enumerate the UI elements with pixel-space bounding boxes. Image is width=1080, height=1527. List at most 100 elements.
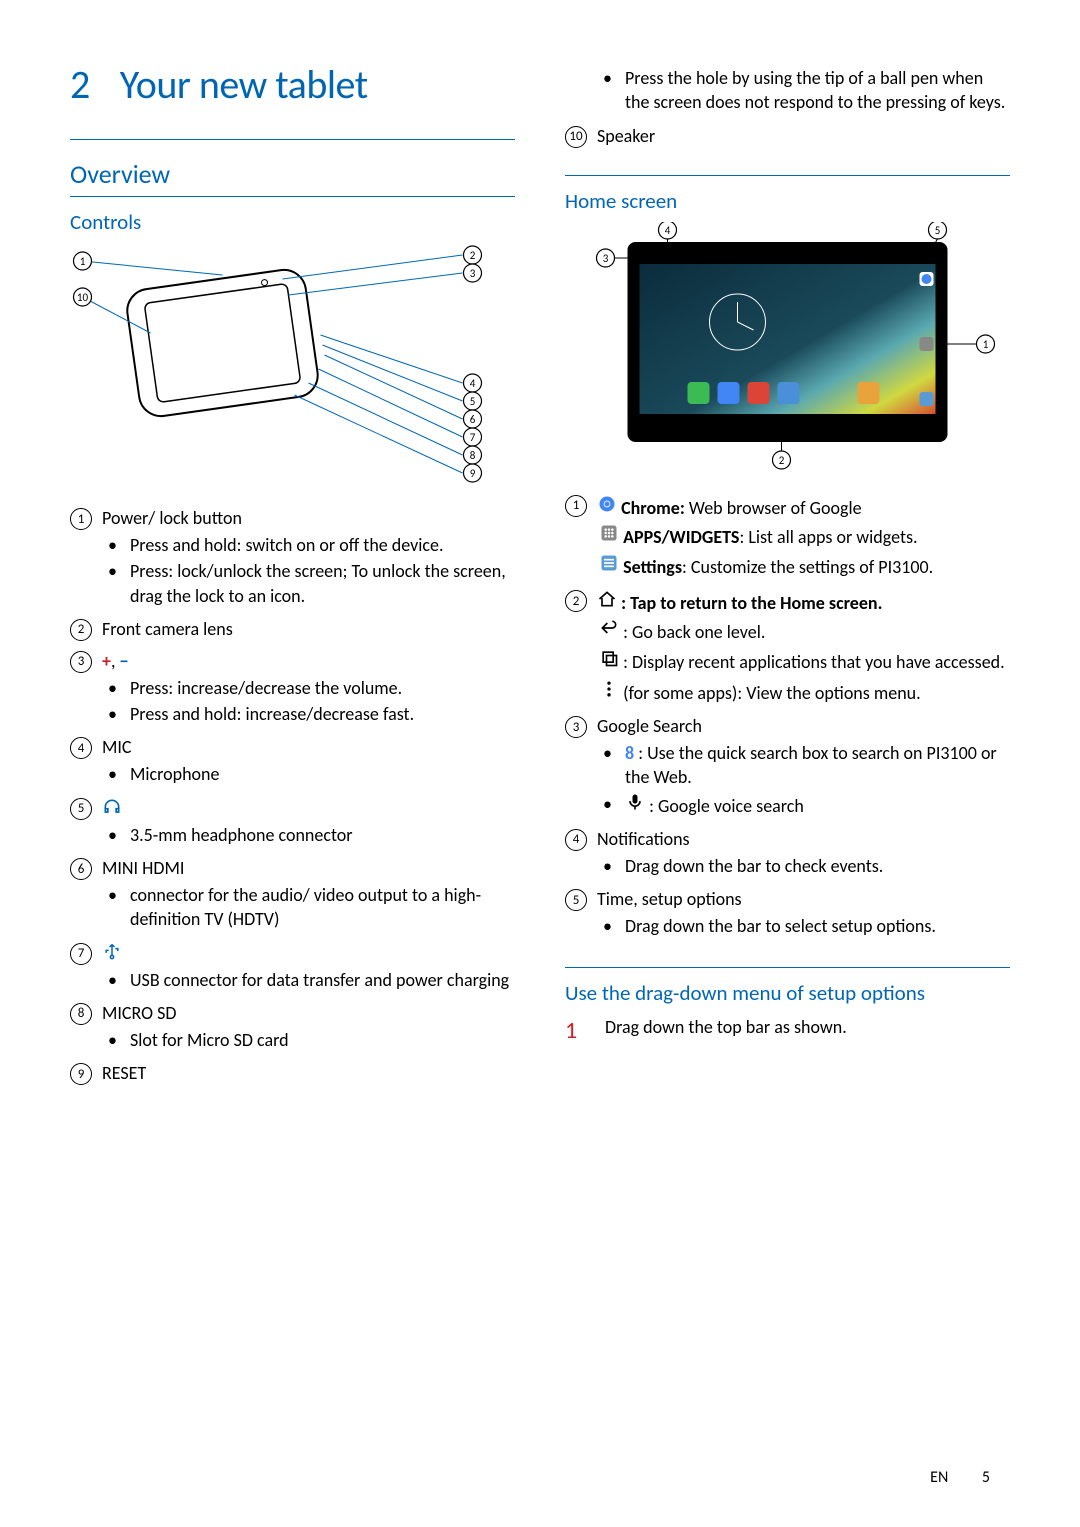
step-1: 1 Drag down the top bar as shown.	[565, 1016, 1010, 1045]
control-9-label: RESET	[102, 1062, 146, 1084]
home-3-label: Google Search	[597, 715, 702, 737]
svg-text:5: 5	[470, 395, 476, 408]
right-column: Press the hole by using the tip of a bal…	[565, 60, 1010, 1088]
control-6-label: MINI HDMI	[102, 857, 184, 879]
home-5-bullets: Drag down the bar to select setup option…	[565, 914, 1010, 938]
svg-text:4: 4	[665, 224, 671, 237]
svg-text:7: 7	[470, 431, 476, 444]
mic-icon	[625, 792, 645, 812]
bullet: USB connector for data transfer and powe…	[130, 968, 515, 992]
svg-text:4: 4	[470, 377, 476, 390]
bullet: Press and hold: increase/decrease fast.	[130, 702, 515, 726]
bullet: connector for the audio/ video output to…	[130, 883, 515, 932]
headphone-icon	[102, 797, 122, 817]
svg-text:8: 8	[470, 449, 476, 462]
callout-h4: 4	[565, 829, 587, 851]
volume-icons: +, −	[102, 650, 129, 672]
home-screen-diagram: 4 5 3 1 2	[565, 222, 1010, 472]
control-4-bullets: Microphone	[70, 762, 515, 786]
bullet: Press: increase/decrease the volume.	[130, 676, 515, 700]
home-3-bullets: 8 : Use the quick search box to search o…	[565, 741, 1010, 818]
control-9-cont: Press the hole by using the tip of a bal…	[565, 66, 1010, 115]
control-5-bullets: 3.5-mm headphone connector	[70, 823, 515, 847]
control-4: 4MIC	[70, 736, 515, 758]
svg-text:6: 6	[470, 413, 476, 426]
control-7-bullets: USB connector for data transfer and powe…	[70, 968, 515, 992]
chapter-number: 2	[70, 60, 90, 109]
callout-h2: 2	[565, 590, 587, 612]
callout-6: 6	[70, 858, 92, 880]
svg-text:1: 1	[983, 338, 989, 351]
control-1-label: Power/ lock button	[102, 507, 242, 529]
control-2-label: Front camera lens	[102, 618, 233, 640]
home-1: 1 Chrome: Web browser of Google	[565, 494, 1010, 519]
bullet: Press the hole by using the tip of a bal…	[625, 66, 1010, 115]
control-8-label: MICRO SD	[102, 1002, 176, 1024]
tablet-diagram: 1 10 2 3 4 5 6 7 8 9	[70, 243, 515, 493]
home-1-settings: Settings: Customize the settings of PI31…	[599, 553, 1010, 579]
control-1: 1 Power/ lock button	[70, 507, 515, 529]
home-2-recent: : Display recent applications that you h…	[599, 648, 1010, 674]
svg-text:2: 2	[779, 454, 785, 467]
footer-page: 5	[982, 1468, 990, 1487]
control-8-bullets: Slot for Micro SD card	[70, 1028, 515, 1052]
callout-h1: 1	[565, 495, 587, 517]
callout-4: 4	[70, 737, 92, 759]
svg-text:10: 10	[77, 291, 89, 304]
home-2-home: : Tap to return to the Home screen.	[597, 589, 882, 614]
callout-7: 7	[70, 943, 92, 965]
bullet: 3.5-mm headphone connector	[130, 823, 515, 847]
settings-icon	[599, 553, 619, 573]
home-4-label: Notifications	[597, 828, 690, 850]
svg-text:1: 1	[80, 255, 86, 268]
divider	[565, 175, 1010, 176]
step-number: 1	[565, 1016, 605, 1045]
left-column: 2Your new tablet Overview Controls 1 10	[70, 60, 515, 1088]
subsection-dragdown: Use the drag-down menu of setup options	[565, 980, 1010, 1006]
usb-icon	[102, 942, 122, 962]
bullet: : Google voice search	[625, 792, 1010, 818]
home-2-menu: (for some apps): View the options menu.	[599, 679, 1010, 705]
home-icon	[597, 589, 617, 609]
home-1-apps: APPS/WIDGETS: List all apps or widgets.	[599, 523, 1010, 549]
bullet: Drag down the bar to check events.	[625, 854, 1010, 878]
home-3: 3Google Search	[565, 715, 1010, 737]
footer-lang: EN	[930, 1468, 948, 1487]
back-icon	[599, 618, 619, 638]
home-2: 2 : Tap to return to the Home screen.	[565, 589, 1010, 614]
chapter-title: 2 Your new tablet	[70, 60, 515, 109]
control-10: 10 Speaker	[565, 125, 1010, 147]
callout-1: 1	[70, 508, 92, 530]
home-2-back: : Go back one level.	[599, 618, 1010, 644]
control-2: 2Front camera lens	[70, 618, 515, 640]
control-10-label: Speaker	[597, 125, 655, 147]
callout-5: 5	[70, 798, 92, 820]
divider	[565, 967, 1010, 968]
callout-3: 3	[70, 651, 92, 673]
step-1-text: Drag down the top bar as shown.	[605, 1016, 847, 1038]
bullet: Press: lock/unlock the screen; To unlock…	[130, 559, 515, 608]
bullet: Slot for Micro SD card	[130, 1028, 515, 1052]
control-6: 6 MINI HDMI	[70, 857, 515, 879]
callout-9: 9	[70, 1063, 92, 1085]
svg-text:2: 2	[470, 249, 476, 262]
control-3-bullets: Press: increase/decrease the volume. Pre…	[70, 676, 515, 727]
svg-text:3: 3	[470, 267, 476, 280]
recent-apps-icon	[599, 648, 619, 668]
bullet: Drag down the bar to select setup option…	[625, 914, 1010, 938]
home-1-chrome: Chrome: Web browser of Google	[597, 494, 862, 519]
bullet: Press and hold: switch on or off the dev…	[130, 533, 515, 557]
chapter-title-text: Your new tablet	[120, 60, 368, 109]
page-footer: EN 5	[930, 1468, 990, 1487]
callout-h5: 5	[565, 889, 587, 911]
control-7: 7	[70, 942, 515, 964]
callout-10: 10	[565, 126, 587, 148]
control-5: 5	[70, 797, 515, 819]
control-8: 8MICRO SD	[70, 1002, 515, 1024]
bullet: Microphone	[130, 762, 515, 786]
divider	[70, 196, 515, 197]
control-1-bullets: Press and hold: switch on or off the dev…	[70, 533, 515, 608]
home-5: 5Time, setup options	[565, 888, 1010, 910]
subsection-home: Home screen	[565, 188, 1010, 214]
svg-text:3: 3	[603, 252, 609, 265]
